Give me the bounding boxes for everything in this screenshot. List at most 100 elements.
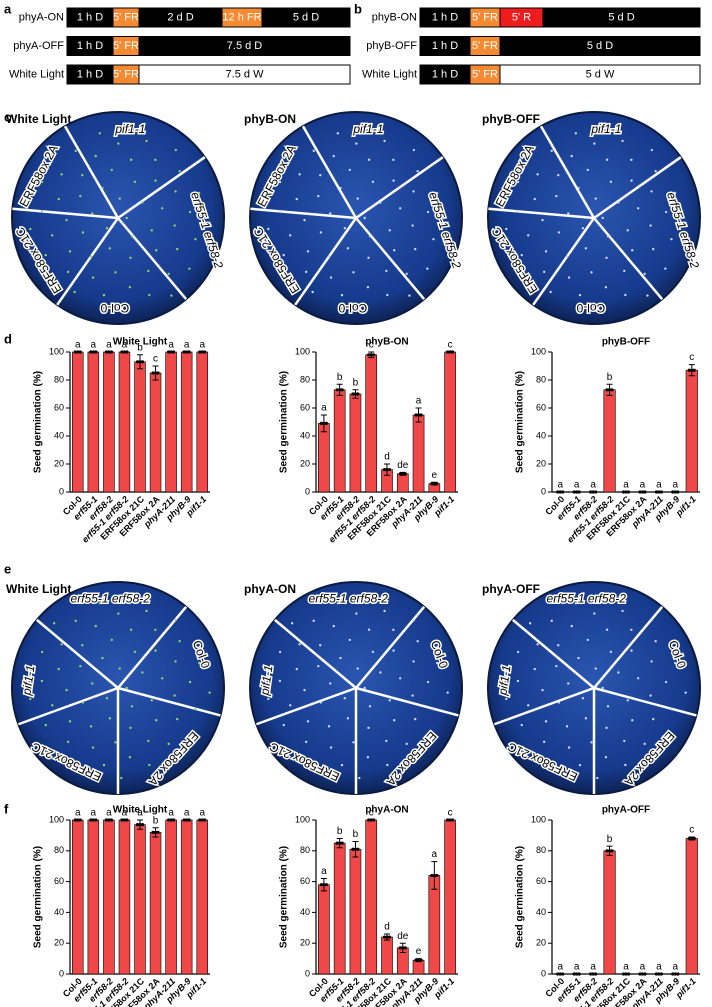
bar [72, 351, 84, 493]
significance-letter: b [337, 826, 343, 837]
seedling [516, 650, 520, 654]
seedling [128, 285, 132, 289]
bar [72, 819, 84, 975]
data-point [607, 388, 612, 392]
data-point [448, 350, 452, 354]
seedling [664, 210, 668, 214]
chart-title: phyA-ON [365, 805, 408, 816]
seedling [643, 272, 646, 276]
y-tick-label: 60 [300, 876, 310, 886]
seedling [317, 194, 320, 198]
data-point [671, 490, 675, 494]
seedling [601, 216, 604, 220]
data-point [203, 350, 207, 354]
seedling [74, 149, 77, 153]
seedling [154, 179, 157, 182]
seedling [366, 755, 370, 759]
data-point [198, 818, 202, 822]
seedling [319, 701, 323, 704]
seedling [150, 699, 153, 702]
seedling [505, 227, 508, 231]
seedling [367, 124, 371, 127]
data-point [353, 847, 358, 851]
seedling [197, 661, 201, 665]
data-point [135, 823, 140, 827]
seedling [412, 618, 416, 622]
data-point [338, 388, 342, 392]
seedling [101, 656, 104, 660]
seedling [521, 275, 524, 279]
y-tick-label: 80 [300, 374, 310, 384]
data-point [382, 935, 387, 939]
seedling [352, 741, 355, 744]
seedling [319, 643, 322, 647]
seedling [426, 680, 430, 684]
bar [87, 351, 100, 493]
significance-letter: a [623, 962, 629, 973]
seedling [673, 661, 677, 665]
plate-divider [355, 217, 426, 301]
seedling [329, 746, 333, 749]
seedling [278, 209, 282, 213]
seedling [630, 179, 633, 182]
data-point [594, 490, 598, 494]
seedling [65, 218, 68, 222]
data-point [403, 472, 407, 476]
data-point [398, 946, 402, 950]
y-tick-label: 20 [54, 938, 64, 948]
seedling [114, 271, 117, 274]
bar [412, 414, 425, 493]
seedling [646, 764, 649, 767]
data-point [198, 350, 202, 354]
data-point [577, 972, 581, 976]
seedling [593, 612, 596, 615]
data-point [416, 958, 421, 962]
data-point [561, 972, 565, 976]
seedling [283, 745, 286, 749]
seedling [581, 226, 585, 230]
seedling [650, 618, 654, 622]
segment-label: 5 d W [586, 68, 615, 80]
seedling [605, 628, 609, 631]
data-point [657, 972, 661, 976]
y-tick-label: 100 [531, 346, 546, 356]
plate-title: White Light [6, 112, 71, 126]
significance-letter: a [574, 480, 580, 491]
seedling [649, 694, 652, 697]
significance-letter: a [640, 962, 646, 973]
data-point [94, 350, 98, 354]
segment-label: 5 d D [293, 11, 319, 23]
data-point [185, 818, 189, 822]
seedling [528, 622, 532, 625]
significance-letter: c [448, 340, 453, 351]
significance-letter: a [432, 849, 438, 860]
seedling [117, 142, 120, 145]
seedling [94, 624, 97, 628]
seedling [405, 742, 408, 746]
seedling [594, 197, 597, 200]
data-point [607, 849, 612, 853]
panel-letter: d [4, 331, 12, 346]
seedling [446, 691, 449, 694]
seedling [557, 173, 560, 177]
plate-label: erf55-1 erf58-2 [309, 591, 389, 605]
schedule-segment [261, 7, 351, 28]
seedling [398, 677, 402, 680]
significance-letter: a [656, 962, 662, 973]
data-point [676, 490, 680, 494]
y-tick-label: 100 [295, 346, 310, 356]
data-point [120, 818, 124, 822]
y-tick-label: 20 [300, 458, 310, 468]
seedling [549, 290, 552, 294]
segment-label: 1 h D [77, 11, 103, 23]
data-point [169, 818, 173, 822]
seedling [79, 664, 82, 668]
bar [685, 838, 698, 975]
seedling [578, 763, 582, 767]
seedling [392, 179, 395, 182]
data-point [367, 353, 371, 357]
plate-divider [17, 686, 119, 726]
seedling [520, 723, 523, 727]
panel-letter: c [4, 109, 11, 124]
data-point [324, 883, 328, 887]
